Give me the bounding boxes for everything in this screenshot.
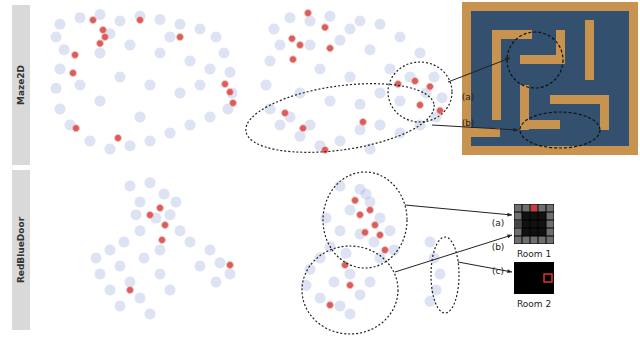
svg-text:(a): (a) [462, 92, 475, 102]
svg-text:Maze2D: Maze2D [16, 65, 26, 105]
svg-text:(b): (b) [462, 118, 475, 128]
svg-text:(a): (a) [492, 218, 505, 228]
svg-text:Room 2: Room 2 [517, 299, 551, 309]
svg-text:(b): (b) [492, 242, 505, 252]
svg-text:RedBlueDoor: RedBlueDoor [16, 216, 26, 283]
svg-text:Room 1: Room 1 [517, 249, 551, 259]
svg-text:(c): (c) [492, 266, 504, 276]
